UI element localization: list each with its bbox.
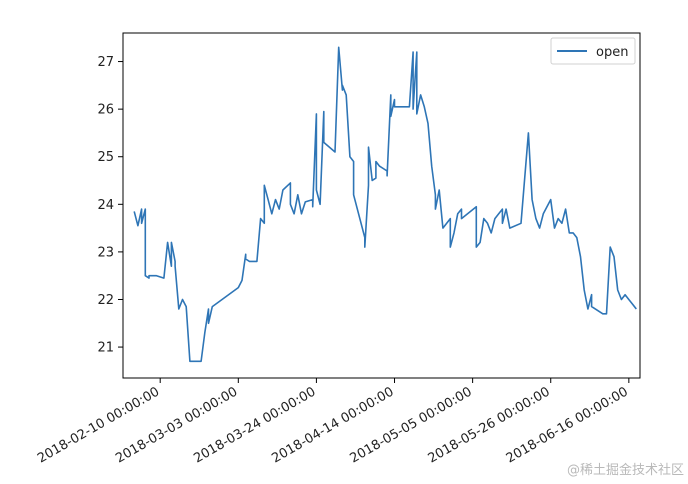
series-line-open <box>133 46 637 363</box>
x-tick-label: 2018-02-10 00:00:00 <box>35 384 162 466</box>
y-tick-label: 21 <box>97 341 114 356</box>
series-layer <box>133 46 637 363</box>
legend-label-open: open <box>596 45 628 60</box>
y-tick-label: 25 <box>97 150 114 165</box>
y-tick-label: 24 <box>97 198 114 213</box>
legend: open <box>550 37 636 65</box>
y-tick-label: 27 <box>97 55 114 70</box>
y-axis: 21 22 23 24 25 26 27 <box>97 55 123 356</box>
watermark: @稀土掘金技术社区 <box>567 462 684 478</box>
y-tick-label: 22 <box>97 293 114 308</box>
plot-area <box>122 32 641 379</box>
y-tick-label: 23 <box>97 245 114 260</box>
y-tick-label: 26 <box>97 103 114 118</box>
legend-box <box>550 37 636 65</box>
